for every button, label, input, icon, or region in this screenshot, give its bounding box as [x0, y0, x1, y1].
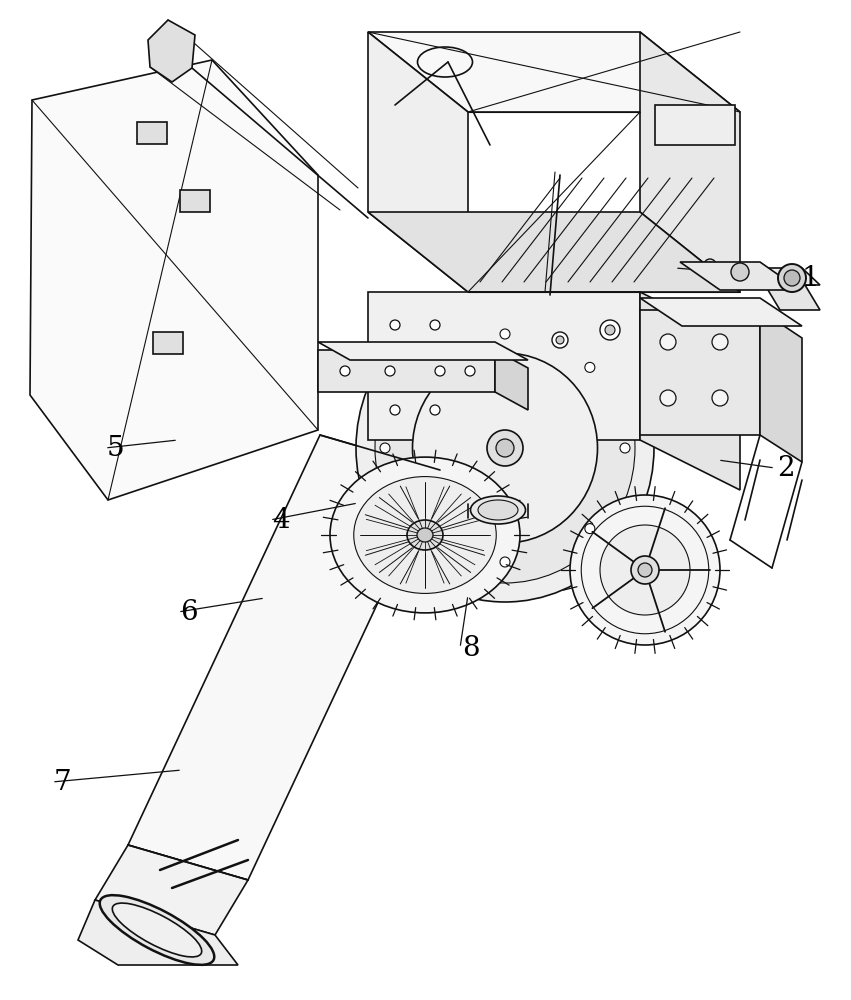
Polygon shape: [368, 32, 468, 292]
Polygon shape: [640, 310, 760, 435]
Ellipse shape: [356, 294, 654, 602]
Circle shape: [712, 334, 728, 350]
Ellipse shape: [407, 520, 443, 550]
Circle shape: [435, 366, 445, 376]
Ellipse shape: [570, 495, 720, 645]
Ellipse shape: [112, 903, 202, 957]
Circle shape: [552, 332, 568, 348]
Polygon shape: [640, 298, 802, 326]
Circle shape: [660, 334, 676, 350]
Polygon shape: [137, 122, 167, 144]
Circle shape: [778, 264, 806, 292]
Text: 1: 1: [802, 264, 820, 292]
Polygon shape: [368, 32, 740, 112]
Circle shape: [712, 390, 728, 406]
Ellipse shape: [100, 895, 214, 965]
Circle shape: [415, 524, 426, 534]
Text: 2: 2: [777, 454, 795, 482]
Circle shape: [660, 390, 676, 406]
Text: 5: 5: [107, 434, 124, 462]
Circle shape: [465, 366, 475, 376]
Polygon shape: [495, 350, 528, 410]
Circle shape: [415, 362, 426, 372]
Ellipse shape: [330, 457, 520, 613]
Polygon shape: [762, 268, 820, 285]
Polygon shape: [148, 20, 195, 82]
Polygon shape: [368, 292, 640, 440]
Circle shape: [430, 405, 440, 415]
Circle shape: [500, 557, 510, 567]
Circle shape: [500, 329, 510, 339]
Ellipse shape: [478, 500, 518, 520]
Ellipse shape: [375, 313, 635, 583]
Circle shape: [496, 439, 514, 457]
Circle shape: [487, 430, 523, 466]
Circle shape: [600, 320, 620, 340]
Circle shape: [731, 263, 749, 281]
Ellipse shape: [600, 525, 690, 615]
Text: 8: 8: [462, 635, 480, 662]
Polygon shape: [655, 105, 735, 145]
Polygon shape: [680, 262, 800, 290]
Polygon shape: [762, 280, 820, 310]
Circle shape: [784, 270, 800, 286]
Polygon shape: [368, 212, 740, 292]
Circle shape: [605, 325, 615, 335]
Circle shape: [385, 366, 395, 376]
Circle shape: [390, 405, 400, 415]
Ellipse shape: [631, 556, 659, 584]
Circle shape: [585, 524, 595, 534]
Ellipse shape: [354, 477, 496, 593]
Polygon shape: [78, 900, 238, 965]
Ellipse shape: [417, 528, 433, 542]
Polygon shape: [128, 435, 440, 880]
Polygon shape: [95, 845, 248, 935]
Circle shape: [585, 362, 595, 372]
Polygon shape: [760, 310, 802, 462]
Circle shape: [380, 443, 390, 453]
Polygon shape: [640, 32, 740, 292]
Circle shape: [620, 443, 630, 453]
Polygon shape: [318, 342, 528, 360]
Polygon shape: [153, 332, 183, 354]
Polygon shape: [318, 350, 495, 392]
Text: 6: 6: [180, 598, 197, 626]
Ellipse shape: [413, 353, 597, 543]
Circle shape: [556, 336, 564, 344]
Text: 4: 4: [272, 506, 289, 534]
Polygon shape: [30, 60, 318, 500]
Ellipse shape: [638, 563, 652, 577]
Circle shape: [707, 262, 713, 268]
Circle shape: [430, 320, 440, 330]
Polygon shape: [180, 190, 210, 212]
Circle shape: [390, 320, 400, 330]
Polygon shape: [640, 292, 740, 490]
Circle shape: [340, 366, 350, 376]
Circle shape: [704, 259, 716, 271]
Text: 7: 7: [54, 768, 71, 796]
Ellipse shape: [471, 496, 526, 524]
